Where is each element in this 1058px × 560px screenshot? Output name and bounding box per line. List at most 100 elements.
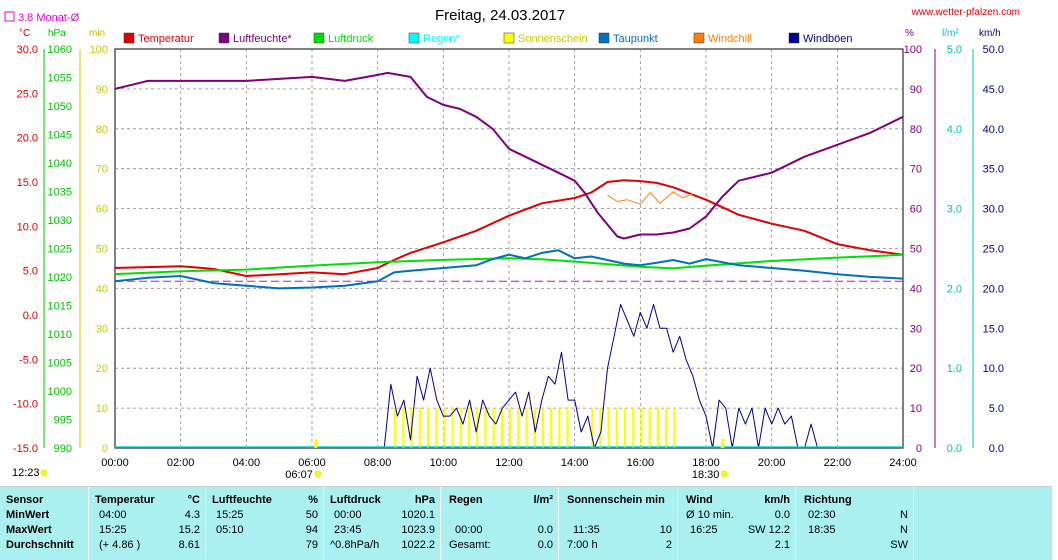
col-rain: Regen l/m² 00:00 0.0 Gesamt: 0.0 — [440, 487, 559, 560]
series-luftdruck-line — [114, 253, 904, 276]
legend-swatch — [693, 32, 705, 44]
axis-tick-label: 1030 — [48, 215, 72, 227]
header-sensor: Sensor — [6, 494, 44, 506]
time-tick-label: 10:00 — [430, 457, 458, 469]
header-rain: Regen — [449, 494, 483, 506]
axis-tick-label: 30.0 — [983, 204, 1004, 216]
header-temp-unit: °C — [187, 494, 200, 506]
sunshine-bar — [664, 408, 668, 448]
series-luftfeuchte-line — [114, 71, 904, 240]
time-tick-label: 00:00 — [101, 457, 129, 469]
sunshine-bar — [443, 408, 446, 448]
press-min-value: 1020.1 — [401, 509, 435, 521]
temp-max-time: 15:25 — [99, 524, 127, 536]
sunshine-bar — [418, 408, 421, 448]
axis-tick-label: 1050 — [48, 101, 72, 113]
wind-unit: km/h — [979, 28, 1001, 39]
temp-avg-value: 8.61 — [178, 539, 200, 551]
hum-max-value: 94 — [305, 524, 318, 536]
sunshine-bar — [656, 408, 659, 448]
time-tick-label: 14:00 — [561, 457, 589, 469]
rain-total-label: Gesamt: — [449, 539, 491, 551]
legend: Temperatur Luftfeuchte* Luftdruck Regen* Son… — [123, 32, 853, 45]
axis-tick-label: 60 — [910, 204, 922, 216]
axis-tick-label: 1020 — [48, 272, 72, 284]
axis-tick-label: 100 — [904, 44, 922, 56]
axis-tick-label: 1.0 — [947, 363, 962, 375]
series-temperatur-line — [114, 179, 904, 277]
dir-avg-value: SW — [890, 539, 908, 551]
sunshine-bar — [541, 408, 545, 448]
hum-min-value: 50 — [305, 509, 318, 521]
legend-label: Regen* — [423, 33, 460, 45]
chart-title: Freitag, 24.03.2017 — [435, 7, 565, 24]
sun-total-hours: 7:00 h — [567, 539, 598, 551]
hum-min-time: 15:25 — [216, 509, 244, 521]
axis-tick-label: 30 — [910, 323, 922, 335]
temp-unit: °C — [19, 28, 30, 39]
sun-avg-value: 2 — [665, 539, 672, 551]
dir-max-value: N — [900, 524, 908, 536]
sunset-marker — [720, 439, 724, 448]
sunshine-bar — [632, 408, 635, 448]
axis-tick-label: 20 — [910, 363, 922, 375]
sunshine-bar — [394, 408, 397, 448]
monthly-avg-swatch — [4, 11, 15, 22]
axis-tick-label: 20.0 — [983, 283, 1004, 295]
axis-tick-label: 50.0 — [983, 44, 1004, 56]
header-humidity: Luftfeuchte — [212, 494, 272, 506]
header-sunshine: Sonnenschein min — [567, 494, 665, 506]
axis-tick-label: 50 — [96, 244, 108, 256]
time-tick-label: 02:00 — [167, 457, 195, 469]
sunshine-bar — [558, 408, 561, 448]
wind-max-time: 16:25 — [690, 524, 718, 536]
header-humidity-unit: % — [308, 494, 318, 506]
axis-tick-label: 90 — [910, 84, 922, 96]
axis-tick-label: 25.0 — [17, 88, 38, 100]
axis-tick-label: 1010 — [48, 329, 72, 341]
humidity-unit: % — [905, 28, 914, 39]
legend-swatch — [123, 32, 135, 44]
sun-max-value: 10 — [659, 524, 672, 536]
sunshine-bar — [673, 408, 676, 448]
time-tick-label: 16:00 — [627, 457, 655, 469]
sunshine-bar — [451, 408, 454, 448]
legend-label: Windböen — [803, 33, 853, 45]
row-label-min: MinWert — [6, 509, 50, 521]
sunshine-bar — [599, 408, 602, 448]
time-tick-label: 08:00 — [364, 457, 392, 469]
header-pressure: Luftdruck — [330, 494, 381, 506]
axis-tick-label: 1035 — [48, 187, 72, 199]
rain-max-value: 0.0 — [537, 524, 553, 536]
time-tick-label: 24:00 — [889, 457, 917, 469]
wind-min-value: 0.0 — [774, 509, 790, 521]
axis-tick-label: 4.0 — [947, 124, 962, 136]
temp-min-time: 04:00 — [99, 509, 127, 521]
time-tick-label: 22:00 — [824, 457, 852, 469]
sunset-label: 18:30 — [692, 469, 720, 481]
press-avg-value: 1022.2 — [401, 539, 435, 551]
axis-tick-label: 60 — [96, 204, 108, 216]
legend-swatch — [313, 32, 325, 44]
header-wind-unit: km/h — [764, 494, 790, 506]
sunshine-bar — [640, 408, 643, 448]
rain-total-value: 0.0 — [537, 539, 553, 551]
time-tick-label: 18:00 — [692, 457, 720, 469]
press-max-value: 1023.9 — [401, 524, 435, 536]
press-max-time: 23:45 — [334, 524, 362, 536]
sunshine-bar — [525, 408, 528, 448]
legend-swatch — [598, 32, 610, 44]
sun-max-time: 11:35 — [573, 524, 600, 536]
axis-tick-label: 80 — [96, 124, 108, 136]
row-label-max: MaxWert — [6, 524, 52, 536]
press-min-time: 00:00 — [334, 509, 362, 521]
axis-tick-label: 0.0 — [947, 443, 962, 455]
hum-avg-value: 79 — [305, 539, 318, 551]
col-empty — [913, 487, 1053, 560]
axis-tick-label: 5.0 — [947, 44, 962, 56]
sunshine-bar — [426, 408, 430, 448]
legend-label: Taupunkt — [613, 33, 658, 45]
axis-tick-label: 1005 — [48, 358, 72, 370]
dir-min-time: 02:30 — [808, 509, 836, 521]
sunset-sun-icon — [721, 470, 728, 478]
